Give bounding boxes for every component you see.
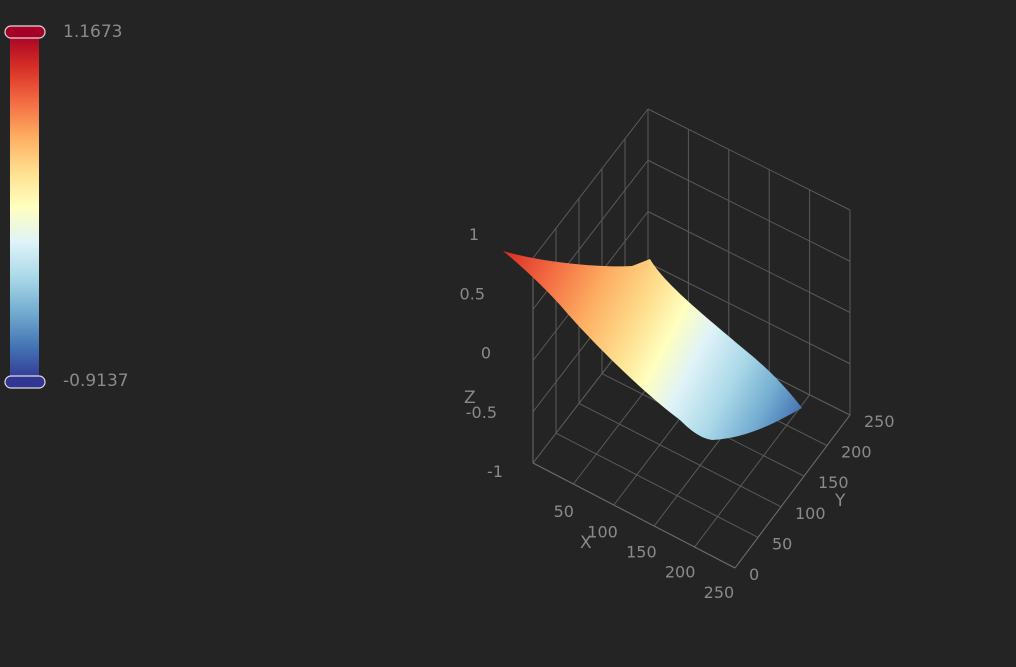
visual-map: 1.1673 -0.9137 [4,22,129,391]
x-tick-label: 200 [665,563,696,582]
grid-line [647,159,851,262]
y-tick-label: 200 [841,443,872,462]
x-tick-label: 150 [626,542,657,561]
surface-plot [503,251,802,440]
y-axis-name: Y [834,491,846,511]
grid-line [647,108,851,211]
x-tick-label: 100 [587,522,618,541]
z-tick-label: 1 [469,225,479,244]
grid-line [734,414,851,569]
grid-line [694,394,810,548]
visual-map-top-handle[interactable] [4,25,46,39]
visual-map-bottom-handle[interactable] [4,375,46,389]
visual-map-min-label: -0.9137 [63,371,129,391]
y-tick-label: 0 [749,565,759,584]
visual-map-max-label: 1.1673 [63,22,122,42]
grid-line [532,108,649,259]
grid-line [647,262,851,365]
x-tick-label: 250 [704,583,735,602]
x-axis-name: X [580,533,592,553]
grid-line [578,402,782,508]
grid-line [647,211,851,313]
grid-line [555,432,759,538]
z-tick-label: 0 [481,344,491,363]
y-tick-label: 100 [795,504,826,523]
y-tick-label: 50 [772,534,792,553]
z-tick-label: 0.5 [460,284,485,303]
y-tick-label: 250 [864,412,895,431]
x-tick-label: 50 [554,502,574,521]
z-axis-name: Z [464,388,476,408]
surface-mesh [503,251,802,440]
grid-line [532,462,736,569]
visual-map-bar [10,33,39,381]
z-tick-label: -0.5 [466,403,497,422]
z-tick-label: -1 [487,462,503,481]
y-tick-label: 150 [818,473,849,492]
